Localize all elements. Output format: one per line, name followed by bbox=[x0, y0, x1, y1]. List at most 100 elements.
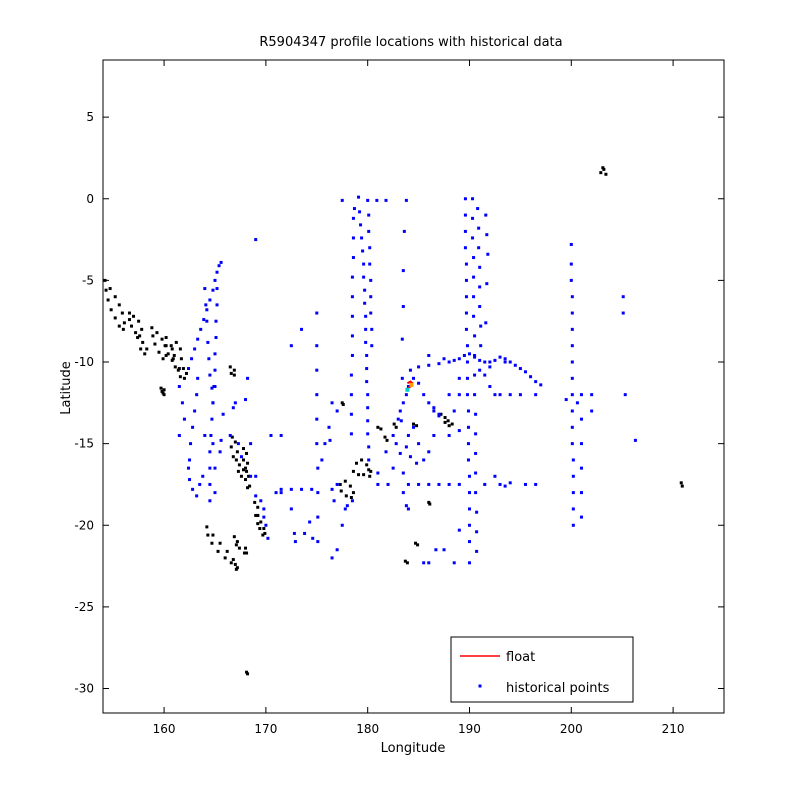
historical-point bbox=[570, 311, 574, 315]
historical-point bbox=[466, 458, 470, 462]
historical-point bbox=[350, 353, 354, 357]
y-axis-label: Latitude bbox=[59, 361, 74, 415]
historical-point bbox=[457, 393, 461, 397]
historical-point bbox=[328, 438, 332, 442]
coastline-point bbox=[223, 556, 227, 560]
historical-point bbox=[404, 504, 408, 508]
historical-point bbox=[575, 401, 579, 405]
historical-point bbox=[343, 507, 347, 511]
historical-point bbox=[384, 450, 388, 454]
historical-point bbox=[479, 324, 483, 328]
historical-point bbox=[315, 417, 319, 421]
coastline-point bbox=[151, 334, 155, 338]
historical-point bbox=[475, 530, 479, 534]
historical-point bbox=[571, 523, 575, 527]
coastline-point bbox=[376, 425, 380, 429]
historical-point bbox=[249, 474, 253, 478]
historical-point bbox=[202, 318, 206, 322]
historical-point bbox=[207, 357, 211, 361]
coastline-point bbox=[153, 342, 157, 346]
coastline-point bbox=[241, 447, 245, 451]
historical-point bbox=[335, 409, 339, 413]
coastline-point bbox=[239, 474, 243, 478]
coastline-point bbox=[143, 352, 147, 356]
historical-point bbox=[315, 344, 319, 348]
historical-point bbox=[401, 491, 405, 495]
coastline-point bbox=[394, 425, 398, 429]
coastline-point bbox=[104, 288, 108, 292]
historical-point bbox=[386, 482, 390, 486]
historical-point bbox=[488, 360, 492, 364]
historical-point bbox=[401, 269, 405, 273]
historical-point bbox=[467, 507, 471, 511]
coastline-point bbox=[164, 336, 168, 340]
coastline-point bbox=[178, 375, 182, 379]
historical-point bbox=[417, 442, 421, 446]
historical-point bbox=[213, 352, 217, 356]
coastline-point bbox=[254, 513, 258, 517]
historical-point bbox=[466, 409, 470, 413]
historical-point bbox=[474, 491, 478, 495]
coastline-point bbox=[166, 352, 170, 356]
historical-point bbox=[391, 466, 395, 470]
y-tick-label: -30 bbox=[74, 682, 94, 696]
coastline-point bbox=[246, 486, 250, 490]
coastline-point bbox=[164, 344, 168, 348]
historical-point bbox=[204, 303, 208, 307]
historical-point bbox=[417, 482, 421, 486]
historical-point bbox=[249, 442, 253, 446]
historical-point bbox=[315, 368, 319, 372]
historical-point bbox=[404, 445, 408, 449]
historical-point bbox=[465, 344, 469, 348]
historical-point bbox=[311, 536, 315, 540]
historical-point bbox=[401, 401, 405, 405]
historical-point bbox=[315, 393, 319, 397]
historical-point bbox=[472, 275, 476, 279]
historical-point bbox=[427, 450, 431, 454]
historical-point bbox=[316, 515, 320, 519]
coastline-point bbox=[599, 171, 603, 175]
historical-point bbox=[352, 207, 356, 211]
historical-point bbox=[196, 337, 200, 341]
historical-point bbox=[422, 458, 426, 462]
historical-point bbox=[503, 360, 507, 364]
historical-point bbox=[434, 548, 438, 552]
historical-point bbox=[362, 262, 366, 266]
historical-point bbox=[474, 412, 478, 416]
historical-point bbox=[474, 471, 478, 475]
historical-point bbox=[401, 471, 405, 475]
historical-point bbox=[529, 375, 533, 379]
coastline-point bbox=[159, 386, 163, 390]
historical-point bbox=[467, 561, 471, 565]
historical-point bbox=[351, 236, 355, 240]
coastline-point bbox=[228, 365, 232, 369]
historical-point bbox=[498, 393, 502, 397]
coastline-point bbox=[351, 469, 355, 473]
coastline-point bbox=[412, 422, 415, 426]
coastline-point bbox=[155, 331, 159, 335]
coastline-point bbox=[241, 468, 245, 472]
coastline-point bbox=[244, 478, 248, 482]
plot-area bbox=[103, 166, 684, 676]
coastline-point bbox=[236, 469, 240, 473]
historical-point bbox=[236, 442, 240, 446]
coastline-point bbox=[138, 334, 142, 338]
coastline-point bbox=[248, 484, 252, 488]
coastline-point bbox=[339, 489, 343, 493]
historical-point bbox=[571, 474, 575, 478]
historical-point bbox=[467, 523, 471, 527]
historical-point bbox=[330, 401, 334, 405]
historical-point bbox=[404, 393, 408, 397]
historical-point bbox=[571, 507, 575, 511]
coastline-point bbox=[259, 520, 263, 524]
historical-point bbox=[437, 362, 441, 366]
historical-point bbox=[417, 365, 421, 369]
historical-point bbox=[293, 540, 297, 544]
coastline-point bbox=[211, 533, 215, 537]
historical-point bbox=[471, 197, 475, 201]
historical-point bbox=[177, 433, 181, 437]
coastline-point bbox=[234, 567, 238, 571]
historical-point bbox=[367, 445, 371, 449]
historical-point bbox=[464, 311, 468, 315]
